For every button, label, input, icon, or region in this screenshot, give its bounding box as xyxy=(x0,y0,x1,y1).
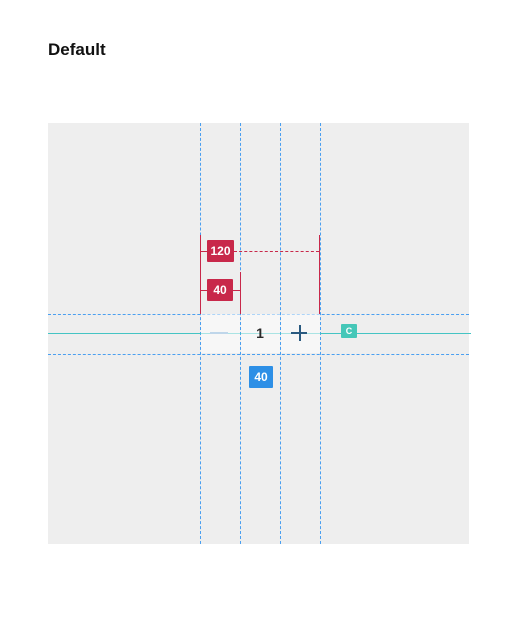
measure-total-width-badge: 120 xyxy=(207,240,234,262)
guide-horizontal-bottom xyxy=(48,354,469,355)
measure-button-width-tick-right xyxy=(233,290,240,291)
page-title: Default xyxy=(48,40,106,59)
stepper-value-field[interactable] xyxy=(241,314,280,353)
measure-total-width-line xyxy=(234,251,319,252)
plus-icon-vertical-stroke xyxy=(299,325,301,341)
stepper-value: 1 xyxy=(256,325,264,341)
stepper-increment-button[interactable] xyxy=(281,314,320,353)
measure-button-right-edge xyxy=(240,272,241,314)
measure-button-width-tick-left xyxy=(200,290,207,291)
measure-height-badge: 40 xyxy=(249,366,273,388)
measure-left-edge xyxy=(200,235,201,314)
minus-icon xyxy=(210,332,228,334)
measure-right-edge xyxy=(319,235,320,314)
center-marker-badge: C xyxy=(341,324,357,338)
measure-button-width-badge: 40 xyxy=(207,279,233,301)
measure-total-width-tick xyxy=(200,251,207,252)
